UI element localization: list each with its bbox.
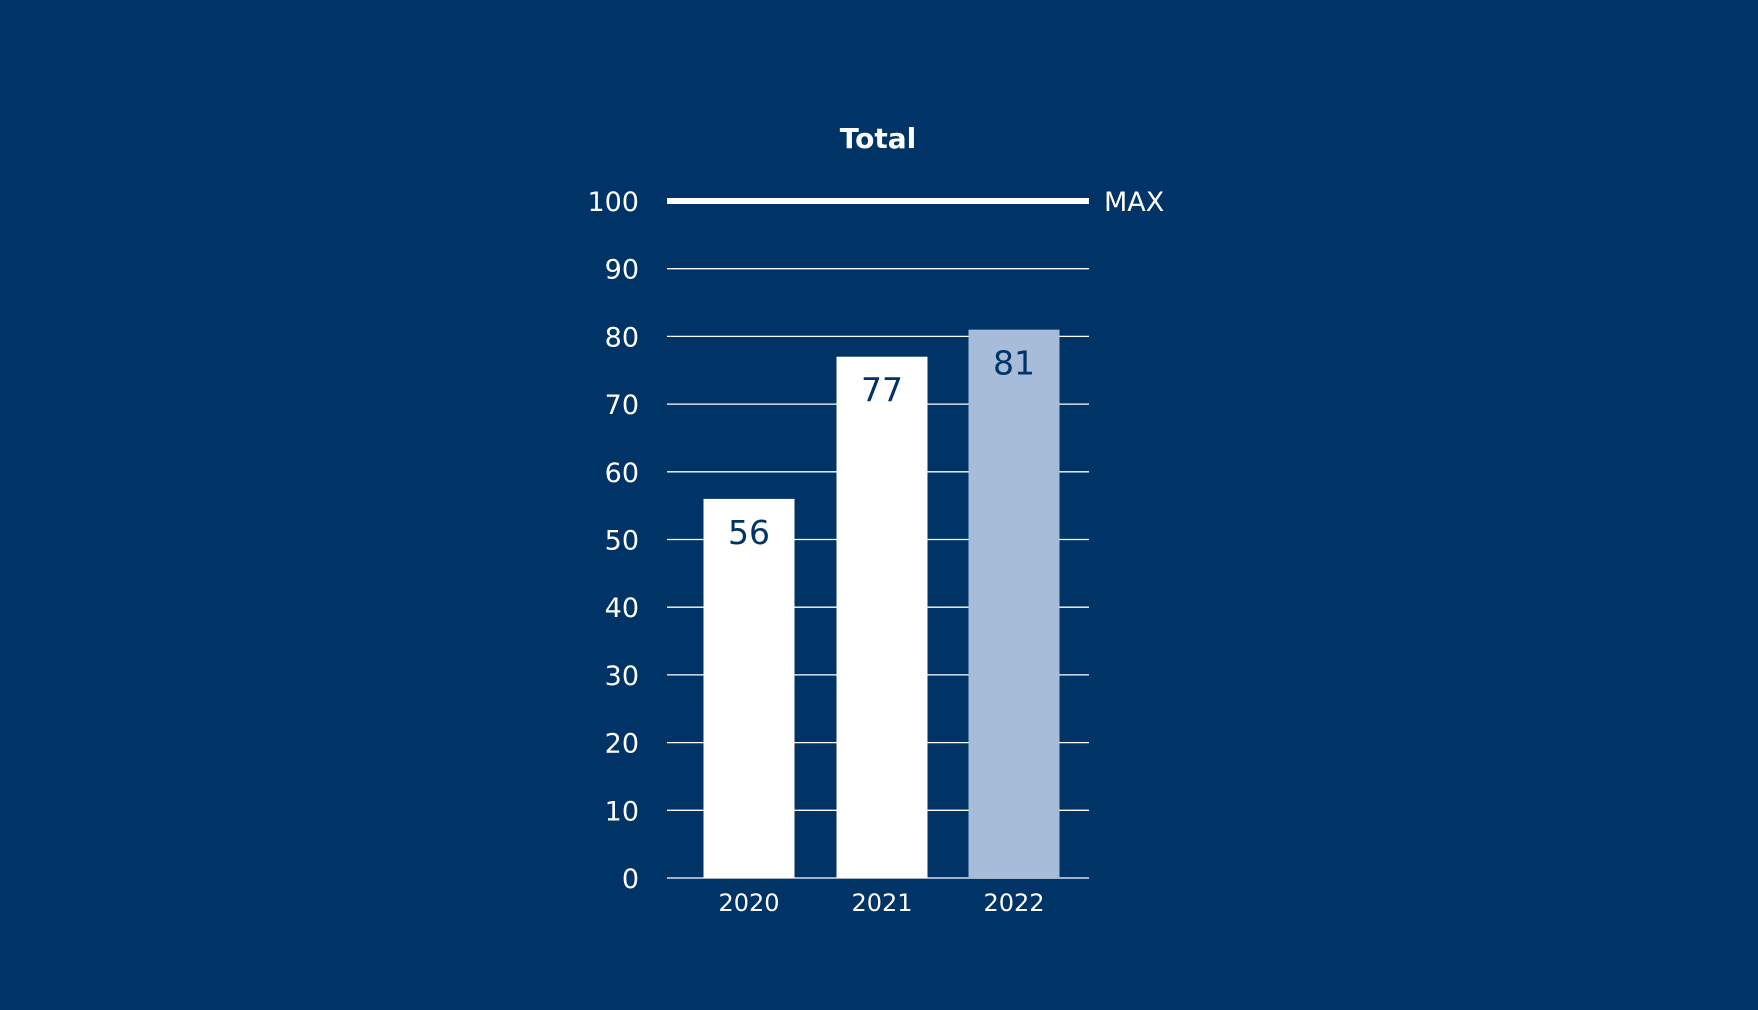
y-tick-label-100: 100	[587, 187, 639, 218]
data-label-2021: 77	[861, 371, 903, 410]
data-label-2020: 56	[728, 513, 770, 552]
bars: 56 77 81	[703, 329, 1060, 879]
y-tick-label-0: 0	[622, 864, 639, 895]
data-label-2022: 81	[993, 344, 1035, 383]
max-label: MAX	[1104, 187, 1164, 218]
y-tick-label-30: 30	[605, 661, 639, 692]
y-tick-label-80: 80	[605, 322, 639, 353]
max-reference: MAX	[667, 187, 1164, 218]
x-tick-label-2020: 2020	[718, 889, 779, 917]
x-tick-label-2022: 2022	[983, 889, 1044, 917]
y-tick-label-50: 50	[605, 526, 639, 557]
y-tick-label-70: 70	[605, 390, 639, 421]
y-tick-label-60: 60	[605, 458, 639, 489]
x-tick-label-2021: 2021	[851, 889, 912, 917]
bar-2022	[968, 329, 1060, 878]
bar-2020	[703, 498, 795, 878]
y-tick-label-10: 10	[605, 796, 639, 827]
y-axis-tick-labels: 0 10 20 30 40 50 60 70 80 90 100	[587, 187, 639, 895]
bar-2021	[836, 356, 928, 879]
x-axis-tick-labels: 2020 2021 2022	[718, 889, 1044, 917]
chart-title: Total	[840, 122, 917, 155]
y-tick-label-40: 40	[605, 593, 639, 624]
y-tick-label-20: 20	[605, 729, 639, 760]
y-tick-label-90: 90	[605, 255, 639, 286]
